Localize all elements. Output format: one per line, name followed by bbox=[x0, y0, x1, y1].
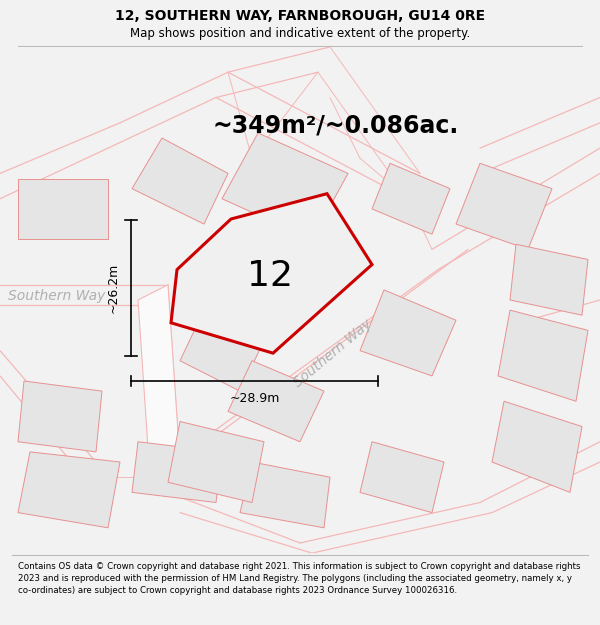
Polygon shape bbox=[498, 310, 588, 401]
Text: Contains OS data © Crown copyright and database right 2021. This information is : Contains OS data © Crown copyright and d… bbox=[18, 562, 581, 595]
Text: Southern Way: Southern Way bbox=[8, 289, 106, 303]
Polygon shape bbox=[360, 290, 456, 376]
Polygon shape bbox=[132, 138, 228, 224]
Polygon shape bbox=[132, 442, 222, 503]
Polygon shape bbox=[171, 194, 372, 353]
Polygon shape bbox=[456, 163, 552, 249]
Polygon shape bbox=[492, 401, 582, 492]
Text: 12: 12 bbox=[247, 259, 293, 292]
Polygon shape bbox=[360, 442, 444, 512]
Text: ~26.2m: ~26.2m bbox=[107, 262, 120, 313]
Text: Map shows position and indicative extent of the property.: Map shows position and indicative extent… bbox=[130, 27, 470, 40]
Polygon shape bbox=[240, 462, 330, 528]
Text: ~349m²/~0.086ac.: ~349m²/~0.086ac. bbox=[213, 113, 459, 138]
Polygon shape bbox=[222, 133, 348, 239]
Polygon shape bbox=[510, 244, 588, 315]
Polygon shape bbox=[180, 310, 264, 391]
Text: ~28.9m: ~28.9m bbox=[229, 392, 280, 405]
Polygon shape bbox=[18, 452, 120, 528]
Polygon shape bbox=[18, 179, 108, 239]
Polygon shape bbox=[138, 285, 180, 478]
Polygon shape bbox=[372, 163, 450, 234]
Polygon shape bbox=[168, 421, 264, 502]
Text: Southern Way: Southern Way bbox=[291, 316, 375, 390]
Text: 12, SOUTHERN WAY, FARNBOROUGH, GU14 0RE: 12, SOUTHERN WAY, FARNBOROUGH, GU14 0RE bbox=[115, 9, 485, 23]
Polygon shape bbox=[228, 361, 324, 442]
Polygon shape bbox=[18, 381, 102, 452]
